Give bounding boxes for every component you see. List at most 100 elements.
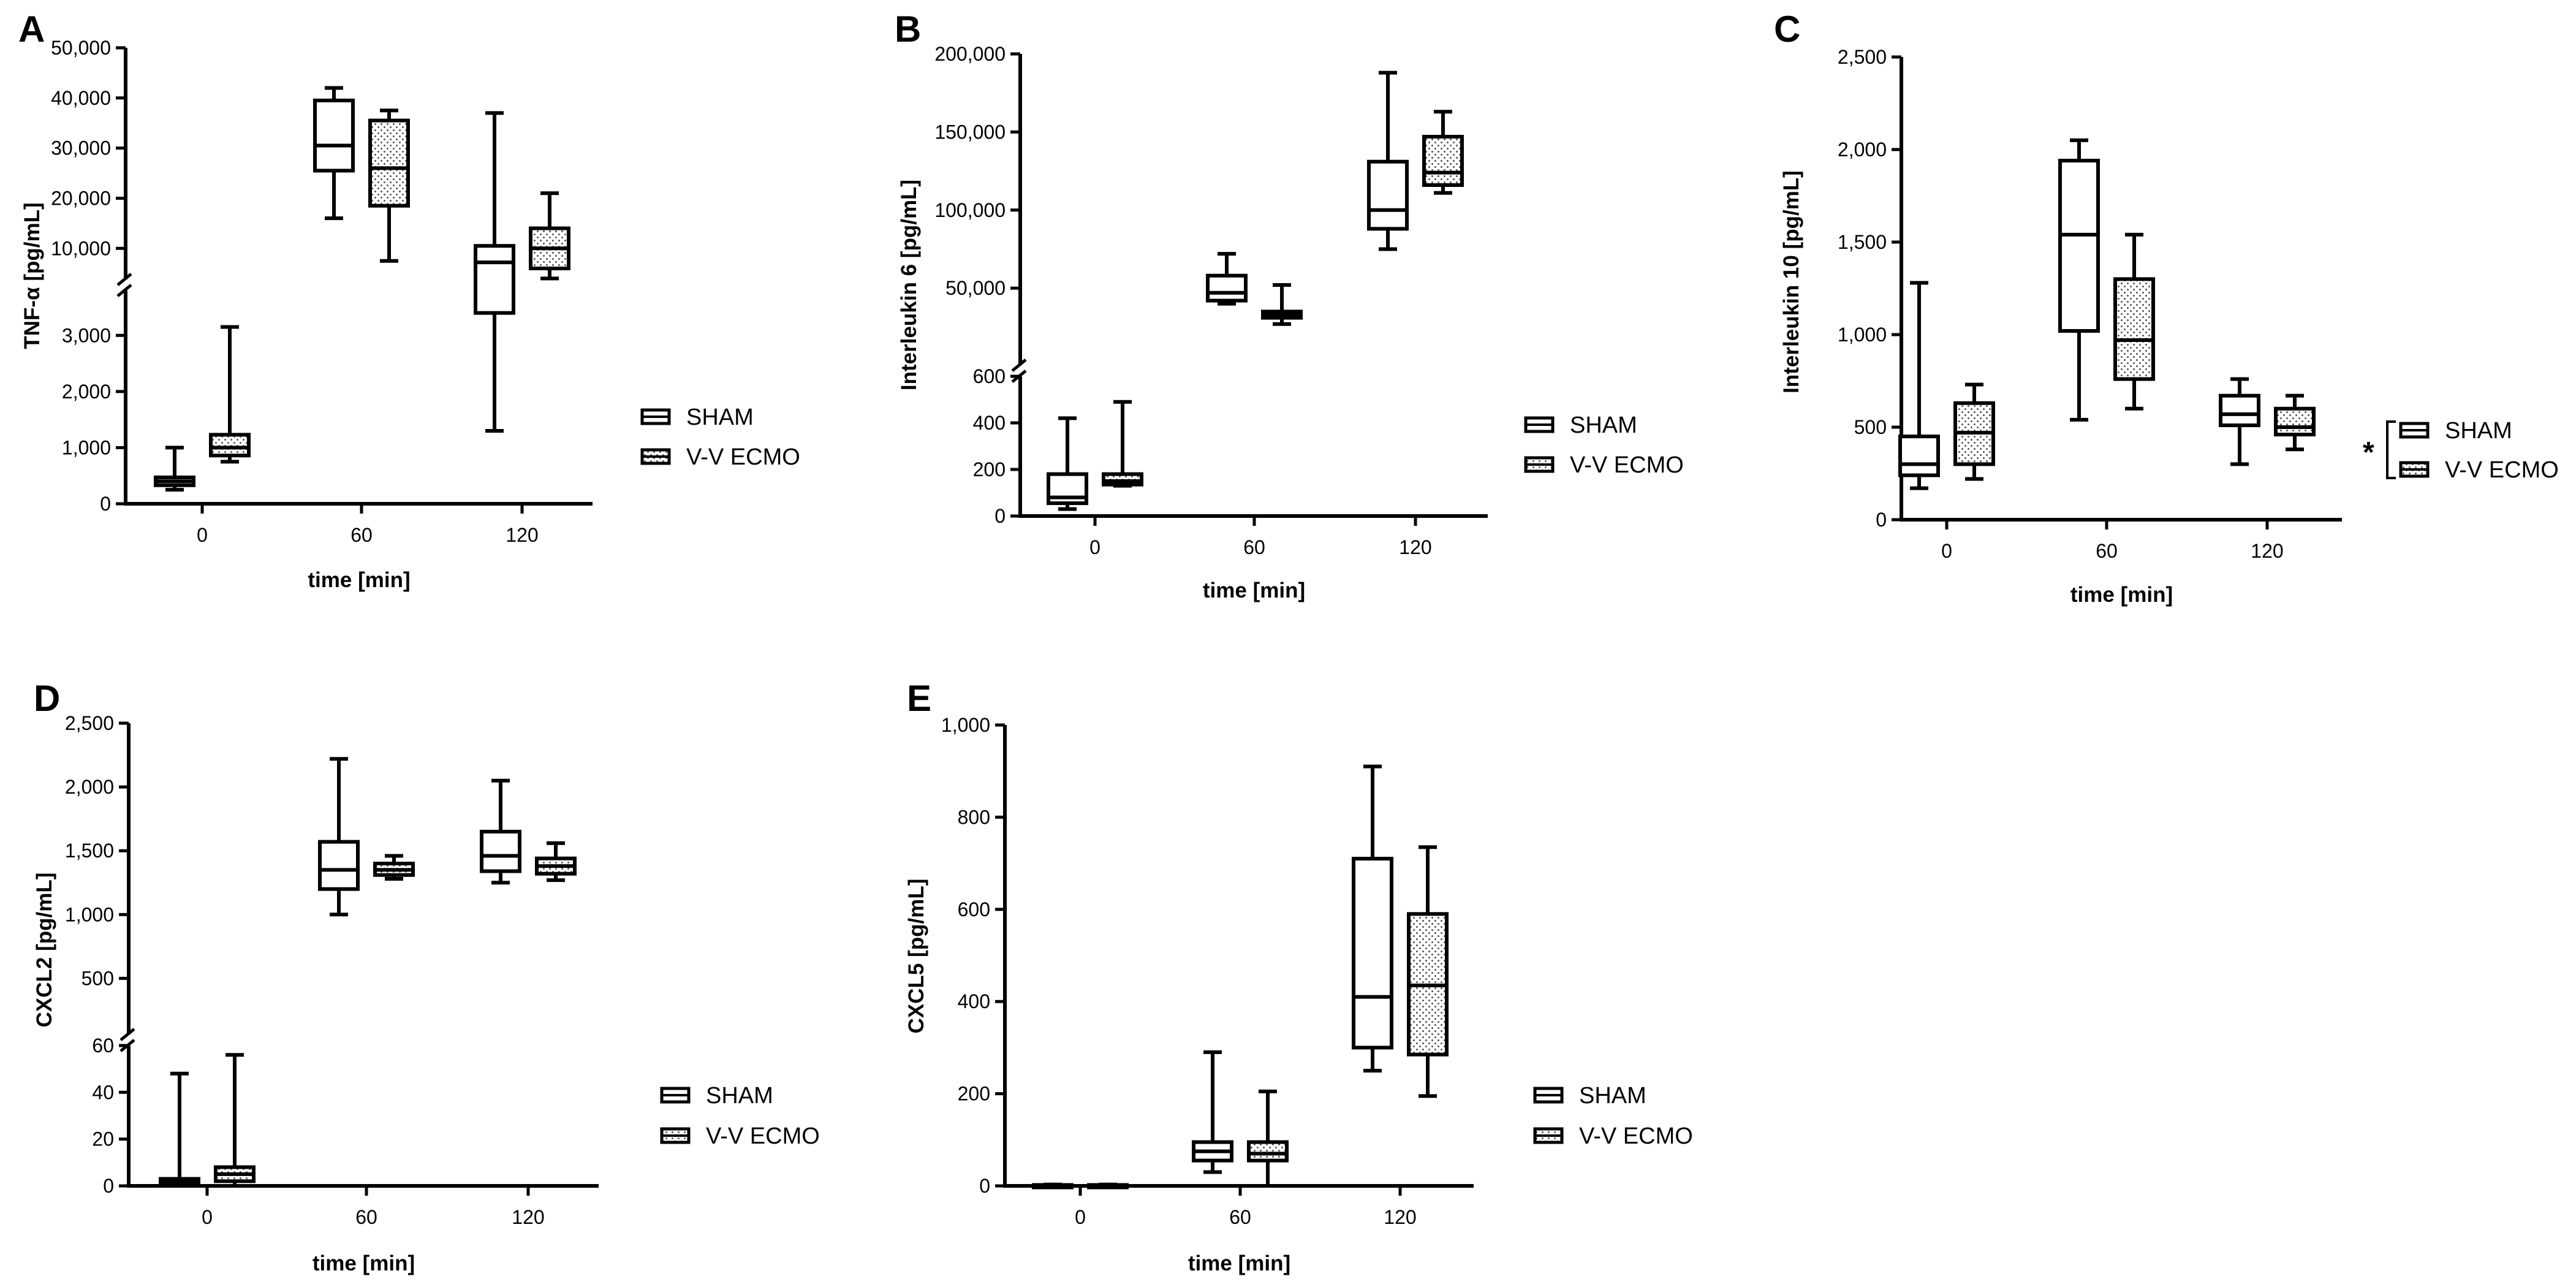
y-tick-label: 1,000 — [65, 903, 114, 925]
box-sham-60 — [1192, 1050, 1233, 1174]
box-vv-ecmo-60 — [1247, 1089, 1289, 1188]
box-vv-ecmo-60 — [1261, 283, 1303, 326]
box-vv-ecmo-120 — [529, 191, 570, 281]
box-iqr — [2274, 406, 2316, 437]
panel-c: 0 500 1,000 1,500 2,000 2,500 0 60 120 time [min]… — [1774, 9, 2559, 607]
box-iqr — [209, 433, 251, 458]
box-vv-ecmo-60 — [373, 854, 415, 881]
x-tick-label: 60 — [355, 1206, 377, 1228]
box-iqr — [368, 118, 410, 208]
axis-break-mark — [119, 1028, 135, 1041]
y-tick-label: 0 — [100, 493, 111, 515]
y-tick-label: 600 — [958, 898, 990, 921]
panel-label: E — [907, 678, 931, 719]
box-vv-ecmo-120 — [1422, 110, 1464, 195]
x-axis-title: time [min] — [1203, 579, 1305, 602]
y-tick-label: 30,000 — [51, 137, 111, 159]
panel-a: 0 1,000 2,000 3,000 10,000 20,000 30,000 40,000… — [18, 9, 800, 592]
x-tick-label: 120 — [2251, 540, 2283, 562]
significance-bracket — [2386, 420, 2396, 479]
x-axis-title: time [min] — [2070, 583, 2173, 607]
legend-label-vv-ecmo: V-V ECMO — [706, 1123, 820, 1149]
box-iqr — [1352, 857, 1393, 1050]
x-tick-label: 120 — [512, 1206, 544, 1228]
box-iqr — [1422, 135, 1464, 188]
y-tick-label: 1,500 — [65, 840, 114, 862]
panel-e: 0 200 400 600 800 1,000 0 60 120 time [min] CXCL5 … — [904, 678, 1693, 1275]
box-iqr — [474, 244, 515, 315]
box-iqr — [313, 98, 355, 173]
y-tick-label: 20,000 — [51, 187, 111, 209]
box-vv-ecmo-60 — [2113, 232, 2155, 411]
box-vv-ecmo-0 — [209, 325, 251, 464]
y-tick-label: 500 — [1854, 416, 1887, 438]
box-sham-60 — [318, 757, 360, 917]
y-tick-label: 2,500 — [65, 712, 114, 734]
panel-label: D — [34, 678, 60, 719]
y-tick-label: 400 — [958, 990, 990, 1012]
y-tick-label: 20 — [92, 1128, 114, 1150]
x-axis-title: time [min] — [313, 1251, 415, 1275]
axis-break-mark — [116, 284, 132, 297]
x-tick-label: 0 — [202, 1206, 213, 1228]
legend-label-vv-ecmo: V-V ECMO — [2445, 457, 2559, 483]
axis-break-mark — [116, 273, 132, 286]
legend-label-sham: SHAM — [2445, 418, 2512, 444]
box-iqr — [2219, 393, 2260, 427]
panel-d: 0 20 40 60 500 1,000 1,500 2,000 2,500 0 60 120 time… — [32, 678, 820, 1275]
y-tick-label: 0 — [994, 505, 1006, 527]
y-axis-title: CXCL2 [pg/mL] — [32, 873, 56, 1028]
y-axis-title: CXCL5 [pg/mL] — [904, 879, 928, 1034]
box-sham-120 — [480, 778, 521, 885]
x-tick-label: 0 — [1089, 536, 1100, 558]
legend-label-sham: SHAM — [1570, 412, 1637, 438]
panel-label: B — [895, 9, 921, 50]
box-iqr — [1247, 1140, 1289, 1163]
y-tick-label: 40 — [92, 1081, 114, 1103]
box-vv-ecmo-60 — [368, 108, 410, 263]
y-tick-label: 0 — [1876, 509, 1887, 531]
y-tick-label: 150,000 — [934, 121, 1006, 143]
box-iqr — [1367, 159, 1409, 231]
x-axis-title: time [min] — [1188, 1251, 1290, 1275]
box-iqr — [480, 829, 521, 873]
box-vv-ecmo-0 — [1102, 400, 1143, 488]
box-vv-ecmo-0 — [214, 1053, 256, 1188]
y-tick-label: 2,500 — [1838, 46, 1887, 68]
x-tick-label: 60 — [350, 524, 373, 546]
y-tick-label: 400 — [973, 412, 1006, 434]
panel-label: C — [1774, 9, 1800, 50]
box-vv-ecmo-120 — [1407, 845, 1449, 1098]
y-tick-label: 1,500 — [1838, 231, 1887, 253]
box-sham-120 — [1352, 764, 1393, 1072]
y-tick-label: 40,000 — [51, 87, 111, 109]
significance-asterisk: * — [2363, 436, 2374, 469]
y-tick-label: 0 — [979, 1175, 990, 1197]
y-tick-label: 100,000 — [934, 199, 1006, 221]
y-tick-label: 200 — [973, 458, 1006, 480]
y-tick-label: 1,000 — [941, 714, 990, 736]
y-tick-label: 200 — [958, 1083, 990, 1105]
box-sham-120 — [474, 111, 515, 433]
box-sham-120 — [2219, 377, 2260, 466]
box-sham-0 — [1898, 281, 1940, 490]
y-tick-label: 2,000 — [65, 776, 114, 798]
y-tick-label: 60 — [92, 1035, 114, 1057]
box-vv-ecmo-120 — [535, 841, 577, 883]
y-tick-label: 2,000 — [1838, 139, 1887, 161]
y-tick-label: 10,000 — [51, 237, 111, 259]
box-sham-0 — [154, 446, 195, 492]
box-iqr — [318, 840, 360, 891]
y-tick-label: 1,000 — [62, 436, 111, 458]
box-vv-ecmo-0 — [1087, 1182, 1129, 1190]
box-sham-60 — [313, 86, 355, 221]
y-tick-label: 50,000 — [945, 277, 1006, 299]
panel-label: A — [18, 9, 45, 50]
y-tick-label: 50,000 — [51, 37, 111, 59]
legend-label-sham: SHAM — [686, 404, 754, 430]
box-sham-60 — [2058, 138, 2100, 422]
y-tick-label: 600 — [973, 365, 1006, 387]
x-tick-label: 0 — [1075, 1206, 1086, 1228]
box-iqr — [1898, 435, 1940, 477]
x-tick-label: 120 — [1399, 536, 1431, 558]
